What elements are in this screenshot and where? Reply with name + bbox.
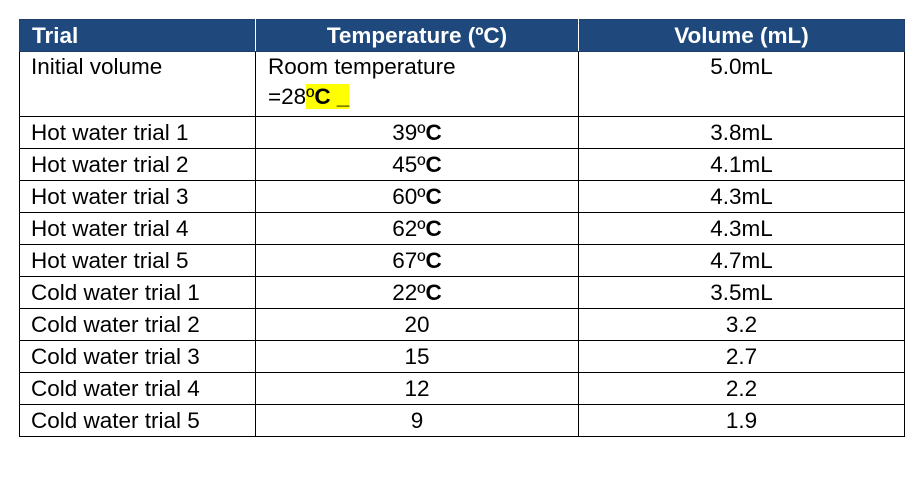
cell-volume: 4.3mL <box>578 180 905 213</box>
cell-volume: 3.5mL <box>578 276 905 309</box>
temperature-value: 60º <box>392 184 426 209</box>
table-row: Hot water trial 2 45ºC 4.1mL <box>19 148 905 181</box>
temperature-value: 22º <box>392 280 426 305</box>
cell-trial: Cold water trial 5 <box>19 404 256 437</box>
temperature-value: 67º <box>392 248 426 273</box>
header-volume: Volume (mL) <box>578 19 905 52</box>
table-row: Hot water trial 5 67ºC 4.7mL <box>19 244 905 277</box>
table-row-initial: Initial volume Room temperature =28ºC _ … <box>19 51 905 117</box>
temperature-unit: C <box>425 248 442 273</box>
cell-volume: 2.2 <box>578 372 905 405</box>
table-row: Cold water trial 1 22ºC 3.5mL <box>19 276 905 309</box>
cell-trial-initial: Initial volume <box>19 51 256 117</box>
temperature-unit: C <box>425 184 442 209</box>
cell-trial: Cold water trial 2 <box>19 308 256 341</box>
header-trial: Trial <box>19 19 256 52</box>
cell-volume: 4.7mL <box>578 244 905 277</box>
temperature-value: 15 <box>404 344 430 369</box>
cell-temperature: 45ºC <box>255 148 579 181</box>
cell-trial: Hot water trial 3 <box>19 180 256 213</box>
temperature-unit: C <box>425 216 442 241</box>
room-temperature-degree: º <box>306 84 315 109</box>
table-row: Hot water trial 3 60ºC 4.3mL <box>19 180 905 213</box>
temperature-value: 9 <box>410 408 424 433</box>
table-row: Cold water trial 3 15 2.7 <box>19 340 905 373</box>
cell-temperature: 62ºC <box>255 212 579 245</box>
temperature-value: 62º <box>392 216 426 241</box>
cell-temperature-initial: Room temperature =28ºC _ <box>255 51 579 117</box>
room-temperature-prefix: =28 <box>268 84 307 109</box>
temperature-unit: C <box>425 280 442 305</box>
temperature-unit: C <box>425 152 442 177</box>
cell-trial: Hot water trial 2 <box>19 148 256 181</box>
data-table: Trial Temperature (ºC) Volume (mL) Initi… <box>19 19 905 437</box>
table-row: Hot water trial 1 39ºC 3.8mL <box>19 116 905 149</box>
cell-volume-initial: 5.0mL <box>578 51 905 117</box>
temperature-value: 12 <box>404 376 430 401</box>
cell-volume: 1.9 <box>578 404 905 437</box>
room-temperature-label: Room temperature <box>268 54 456 79</box>
cell-temperature: 15 <box>255 340 579 373</box>
cell-volume: 3.2 <box>578 308 905 341</box>
cell-temperature: 22ºC <box>255 276 579 309</box>
table-row: Cold water trial 4 12 2.2 <box>19 372 905 405</box>
cell-trial: Cold water trial 3 <box>19 340 256 373</box>
table-row: Hot water trial 4 62ºC 4.3mL <box>19 212 905 245</box>
cell-temperature: 12 <box>255 372 579 405</box>
cell-trial: Hot water trial 5 <box>19 244 256 277</box>
temperature-value: 45º <box>392 152 426 177</box>
header-temperature: Temperature (ºC) <box>255 19 579 52</box>
room-temperature-unit: C _ <box>314 84 350 109</box>
cell-trial: Cold water trial 4 <box>19 372 256 405</box>
cell-trial: Hot water trial 4 <box>19 212 256 245</box>
temperature-unit: C <box>425 120 442 145</box>
temperature-value: 39º <box>392 120 426 145</box>
cell-temperature: 60ºC <box>255 180 579 213</box>
cell-trial: Hot water trial 1 <box>19 116 256 149</box>
cell-temperature: 67ºC <box>255 244 579 277</box>
cell-volume: 4.1mL <box>578 148 905 181</box>
header-row: Trial Temperature (ºC) Volume (mL) <box>19 19 905 52</box>
room-temperature-highlight: ºC _ <box>306 84 350 109</box>
cell-volume: 2.7 <box>578 340 905 373</box>
temperature-value: 20 <box>404 312 430 337</box>
cell-trial: Cold water trial 1 <box>19 276 256 309</box>
cell-temperature: 39ºC <box>255 116 579 149</box>
cell-volume: 4.3mL <box>578 212 905 245</box>
table-row: Cold water trial 5 9 1.9 <box>19 404 905 437</box>
cell-temperature: 20 <box>255 308 579 341</box>
table-row: Cold water trial 2 20 3.2 <box>19 308 905 341</box>
cell-temperature: 9 <box>255 404 579 437</box>
cell-volume: 3.8mL <box>578 116 905 149</box>
